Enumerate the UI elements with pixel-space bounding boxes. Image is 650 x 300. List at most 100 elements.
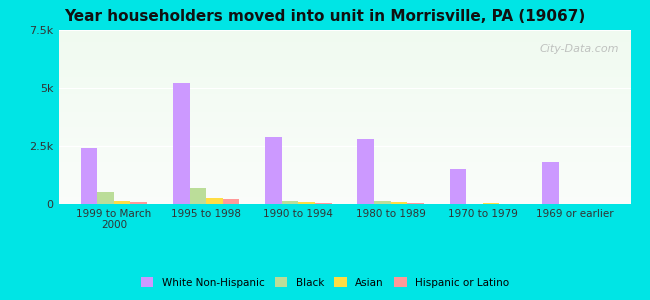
Text: City-Data.com: City-Data.com xyxy=(540,44,619,54)
Bar xyxy=(58,147,630,148)
Bar xyxy=(58,185,630,187)
Bar xyxy=(58,192,630,194)
Bar xyxy=(58,178,630,180)
Bar xyxy=(58,138,630,140)
Bar xyxy=(58,188,630,190)
Bar xyxy=(58,49,630,51)
Bar xyxy=(58,47,630,49)
Bar xyxy=(58,157,630,159)
Bar xyxy=(58,180,630,182)
Bar xyxy=(58,82,630,84)
Bar xyxy=(58,150,630,152)
Bar xyxy=(58,42,630,44)
Bar xyxy=(58,51,630,52)
Bar xyxy=(58,115,630,117)
Bar xyxy=(58,128,630,129)
Bar xyxy=(58,84,630,86)
Bar xyxy=(58,63,630,65)
Bar xyxy=(81,148,98,204)
Bar xyxy=(58,195,630,197)
Bar xyxy=(58,79,630,80)
Bar xyxy=(58,86,630,87)
Bar xyxy=(58,167,630,169)
Bar xyxy=(58,152,630,154)
Bar xyxy=(58,91,630,93)
Bar xyxy=(114,201,131,204)
Bar xyxy=(374,200,391,204)
Bar xyxy=(58,37,630,39)
Bar xyxy=(58,113,630,115)
Bar xyxy=(98,192,114,204)
Bar xyxy=(190,188,206,204)
Bar xyxy=(58,202,630,204)
Bar xyxy=(58,87,630,89)
Bar xyxy=(58,96,630,98)
Bar xyxy=(58,197,630,199)
Bar xyxy=(58,140,630,141)
Bar xyxy=(58,68,630,70)
Legend: White Non-Hispanic, Black, Asian, Hispanic or Latino: White Non-Hispanic, Black, Asian, Hispan… xyxy=(136,273,514,292)
Bar xyxy=(58,106,630,108)
Bar xyxy=(58,160,630,162)
Bar xyxy=(58,148,630,150)
Bar xyxy=(58,159,630,161)
Bar xyxy=(58,194,630,195)
Text: Year householders moved into unit in Morrisville, PA (19067): Year householders moved into unit in Mor… xyxy=(64,9,586,24)
Bar xyxy=(58,174,630,176)
Bar xyxy=(58,44,630,46)
Bar xyxy=(58,89,630,91)
Bar xyxy=(58,176,630,178)
Bar xyxy=(58,143,630,145)
Bar xyxy=(58,100,630,101)
Bar xyxy=(206,197,223,204)
Bar xyxy=(58,182,630,183)
Bar xyxy=(58,162,630,164)
Bar xyxy=(58,46,630,47)
Bar xyxy=(408,202,424,204)
Bar xyxy=(58,52,630,54)
Bar xyxy=(58,30,630,32)
Bar xyxy=(58,103,630,105)
Bar xyxy=(58,154,630,155)
Bar xyxy=(58,145,630,147)
Bar xyxy=(281,200,298,204)
Bar xyxy=(58,131,630,133)
Bar xyxy=(58,61,630,63)
Bar xyxy=(131,202,147,204)
Bar xyxy=(58,190,630,192)
Bar xyxy=(58,183,630,185)
Bar xyxy=(265,137,281,204)
Bar xyxy=(58,134,630,136)
Bar xyxy=(58,93,630,94)
Bar xyxy=(391,202,408,204)
Bar xyxy=(58,32,630,34)
Bar xyxy=(58,56,630,58)
Bar xyxy=(58,119,630,121)
Bar xyxy=(58,94,630,96)
Bar xyxy=(58,169,630,171)
Bar xyxy=(58,108,630,110)
Bar xyxy=(58,35,630,37)
Bar xyxy=(58,124,630,126)
Bar xyxy=(58,200,630,202)
Bar xyxy=(58,187,630,188)
Bar xyxy=(58,117,630,119)
Bar xyxy=(58,164,630,166)
Bar xyxy=(450,169,466,204)
Bar xyxy=(58,65,630,67)
Bar xyxy=(58,75,630,77)
Bar xyxy=(58,171,630,173)
Bar xyxy=(358,139,374,204)
Bar xyxy=(315,202,332,204)
Bar xyxy=(542,162,558,204)
Bar xyxy=(58,70,630,72)
Bar xyxy=(58,166,630,167)
Bar xyxy=(58,155,630,157)
Bar xyxy=(58,34,630,35)
Bar xyxy=(58,72,630,74)
Bar xyxy=(58,122,630,124)
Bar xyxy=(58,126,630,127)
Bar xyxy=(58,80,630,82)
Bar xyxy=(58,58,630,60)
Bar xyxy=(58,173,630,174)
